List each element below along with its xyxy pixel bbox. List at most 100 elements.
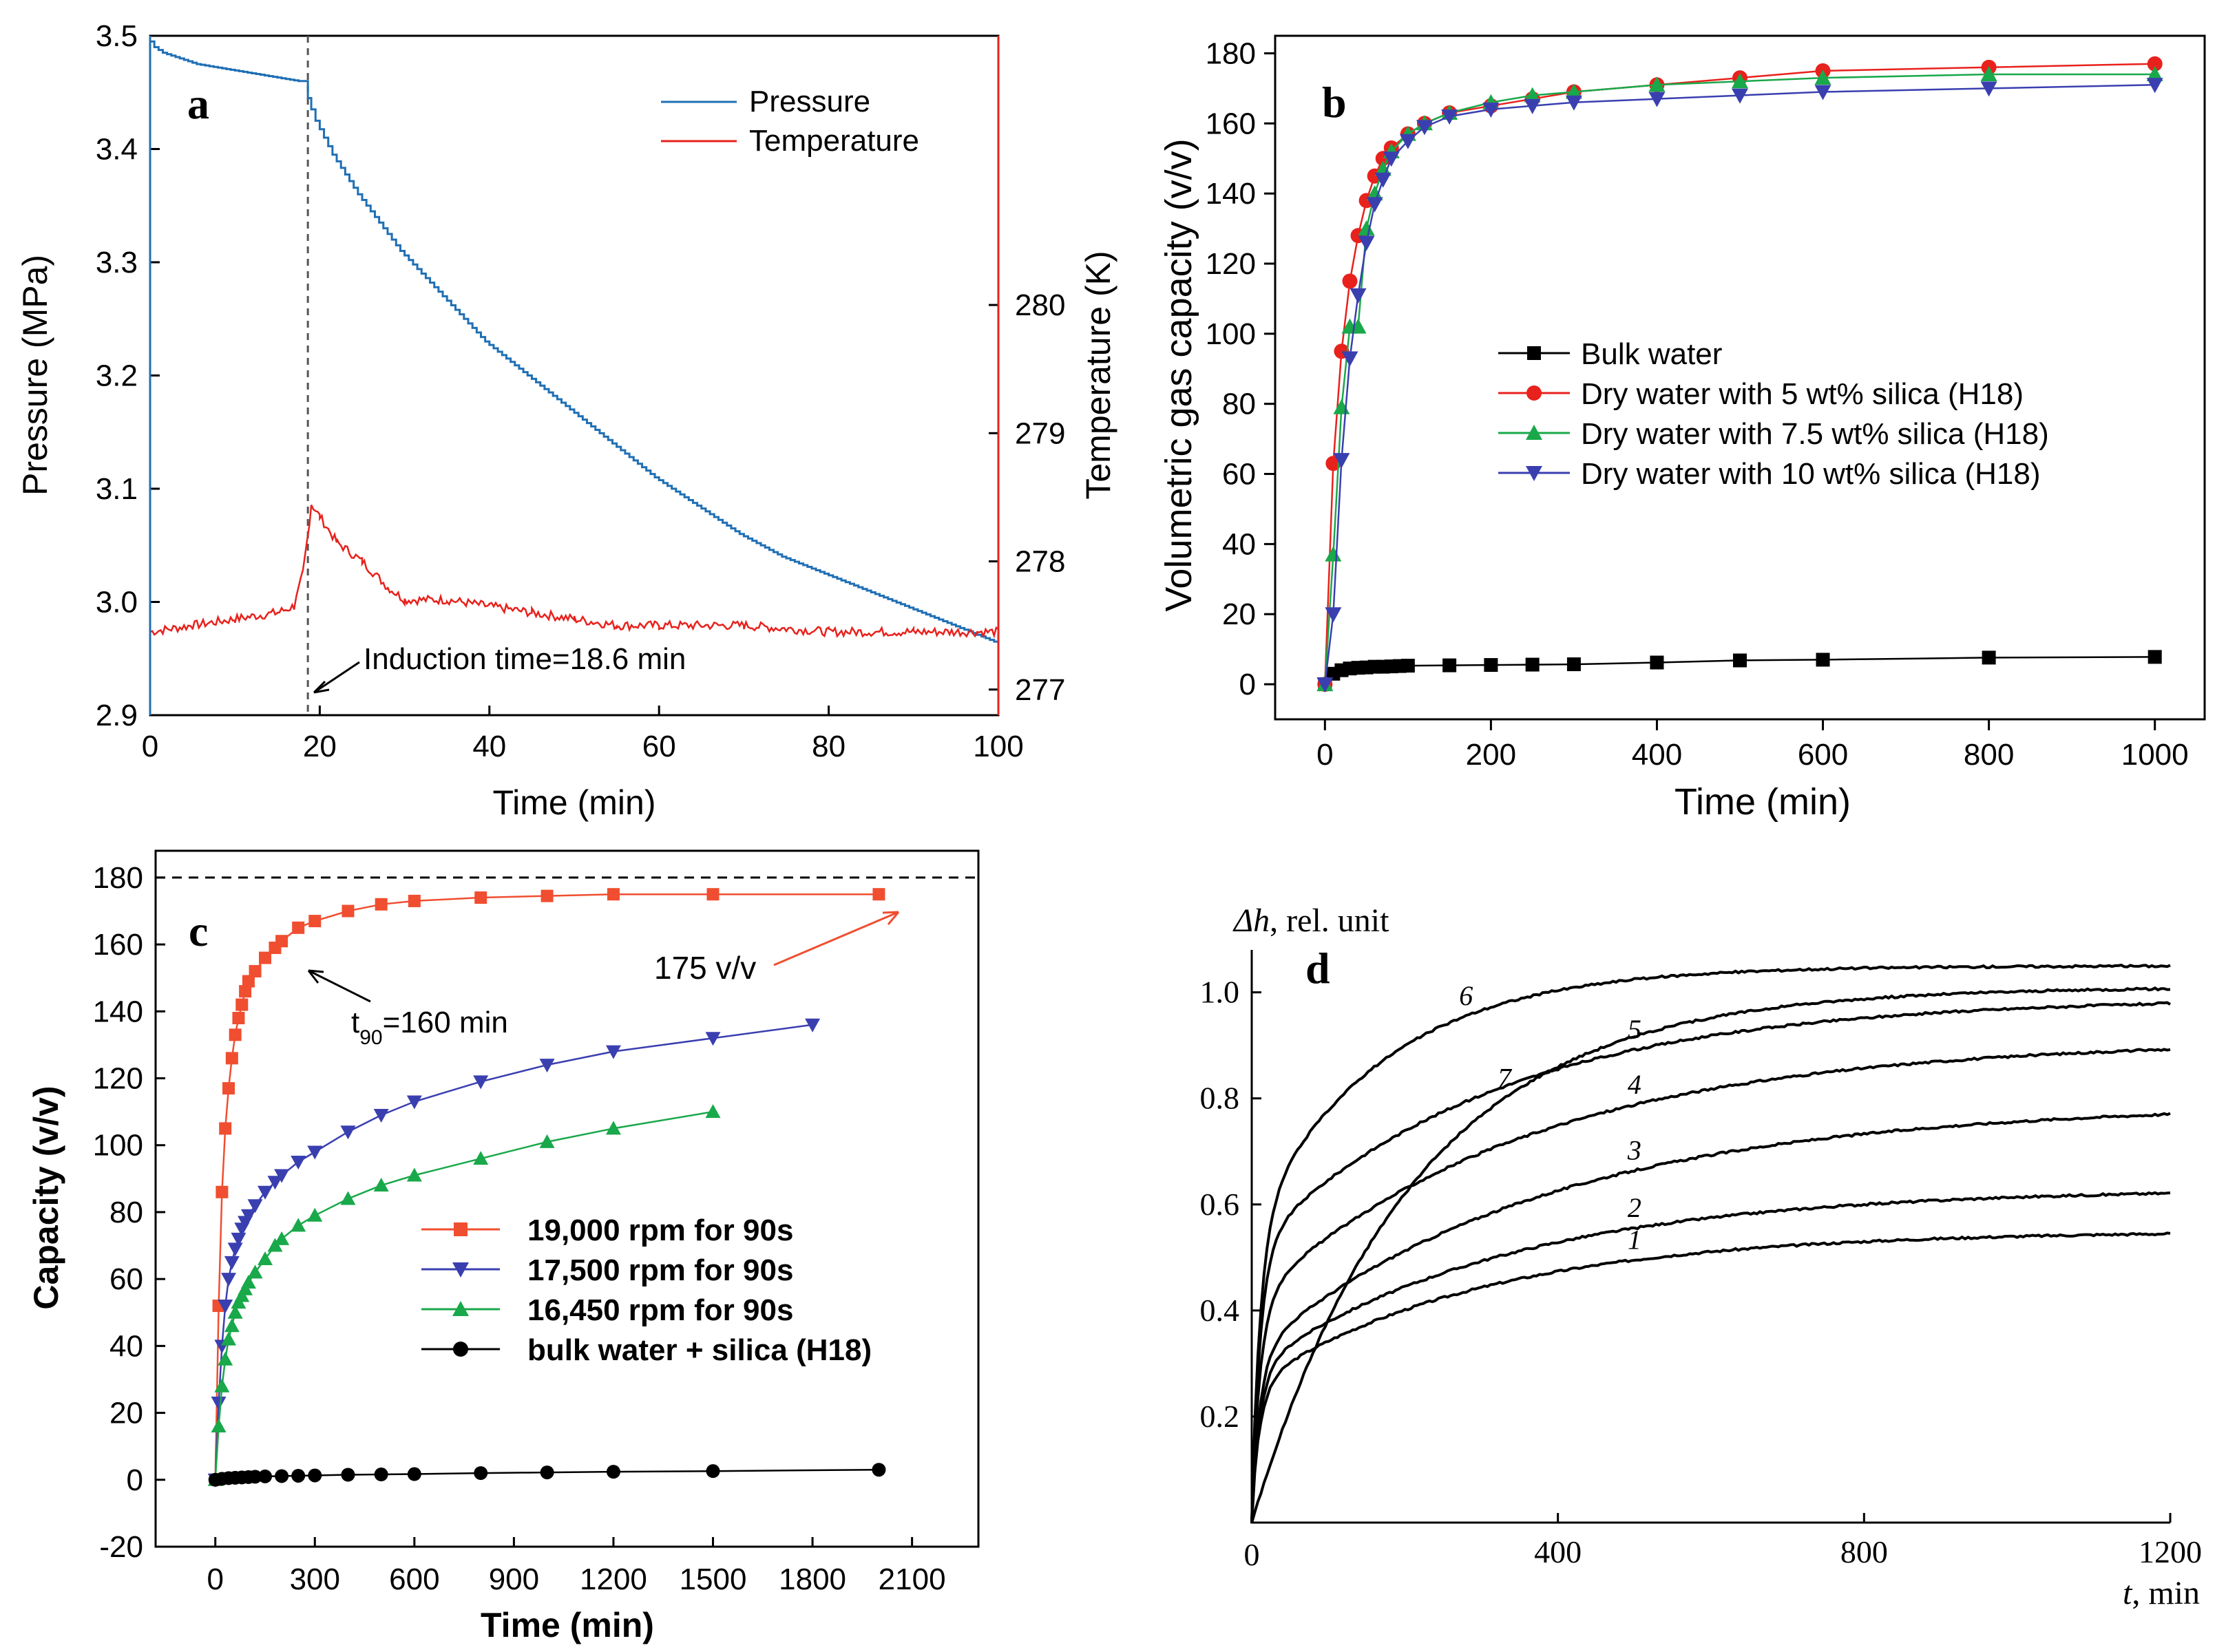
data-point-19-000-rpm-for-90s	[216, 1185, 229, 1198]
induction-time-annotation: Induction time=18.6 min	[364, 642, 686, 676]
data-point-dry-water-with-7-5-wt-silica-h18	[1333, 399, 1350, 414]
panel-b-x-axis-label: Time (min)	[1674, 781, 1851, 823]
panel-a-y2-tick-label: 280	[1015, 288, 1065, 322]
panel-a-y-tick-label: 3.4	[96, 133, 138, 167]
curve-4	[1250, 1048, 2171, 1524]
data-point-16-450-rpm-for-90s	[218, 1351, 233, 1366]
data-point-16-450-rpm-for-90s	[605, 1121, 621, 1135]
legend-marker-bulk-water-silica-h18	[453, 1342, 468, 1357]
data-point-17-500-rpm-for-90s	[406, 1095, 422, 1110]
data-point-17-500-rpm-for-90s	[221, 1273, 237, 1287]
data-point-19-000-rpm-for-90s	[242, 975, 255, 988]
data-point-dry-water-with-7-5-wt-silica-h18	[1524, 87, 1541, 103]
data-point-17-500-rpm-for-90s	[291, 1156, 306, 1170]
panel-d-x-tick-label: 1200	[2139, 1534, 2202, 1569]
panel-a-y2-axis-label: Temperature (K)	[1079, 251, 1117, 499]
panel-a-y-tick-label: 3.2	[96, 359, 138, 393]
data-point-16-450-rpm-for-90s	[539, 1134, 555, 1148]
panel-c-y-tick-label: -20	[99, 1530, 143, 1564]
data-point-bulk-water-silica-h18	[407, 1467, 421, 1481]
data-point-dry-water-with-7-5-wt-silica-h18	[1980, 66, 1997, 82]
panel-a-x-tick-label: 20	[303, 730, 337, 763]
panel-d-y-tick-label: 0.8	[1200, 1081, 1240, 1116]
data-point-19-000-rpm-for-90s	[474, 891, 487, 904]
data-point-bulk-water	[2148, 650, 2162, 664]
data-point-bulk-water-silica-h18	[275, 1469, 289, 1483]
data-point-16-450-rpm-for-90s	[705, 1104, 721, 1119]
data-point-dry-water-with-7-5-wt-silica-h18	[1366, 185, 1383, 201]
data-point-17-500-rpm-for-90s	[274, 1169, 290, 1183]
panel-c-y-tick-label: 160	[93, 928, 143, 962]
t90-label-rest: =160 min	[383, 1006, 508, 1039]
panel-c-y-tick-label: 40	[109, 1329, 143, 1363]
data-point-17-500-rpm-for-90s	[340, 1125, 356, 1140]
panel-b-y-tick-label: 160	[1206, 107, 1256, 140]
data-point-16-450-rpm-for-90s	[307, 1207, 323, 1222]
data-point-17-500-rpm-for-90s	[227, 1242, 243, 1257]
panel-c-y-tick-label: 140	[93, 995, 143, 1028]
data-point-bulk-water-silica-h18	[291, 1468, 306, 1483]
data-point-19-000-rpm-for-90s	[342, 904, 355, 918]
legend-label-dry-water-with-5-wt-silica-h18: Dry water with 5 wt% silica (H18)	[1581, 377, 2024, 411]
panel-a-x-tick-label: 80	[812, 730, 846, 763]
curve-label-4: 4	[1628, 1069, 1641, 1100]
panel-d-x-axis-label: t, min	[2123, 1575, 2200, 1611]
legend-marker-dry-water-with-7-5-wt-silica-h18	[1526, 425, 1542, 440]
curve-label-3: 3	[1627, 1135, 1641, 1166]
data-point-16-450-rpm-for-90s	[473, 1151, 489, 1165]
panel-a-y-tick-label: 3.1	[96, 472, 138, 506]
data-point-19-000-rpm-for-90s	[607, 888, 620, 901]
legend-label-19-000-rpm-for-90s: 19,000 rpm for 90s	[527, 1214, 793, 1247]
curve-label-5: 5	[1628, 1014, 1641, 1045]
series-line-dry-water-with-10-wt-silica-h18	[1324, 84, 2155, 685]
data-point-dry-water-with-10-wt-silica-h18	[1383, 151, 1400, 167]
data-point-19-000-rpm-for-90s	[225, 1052, 238, 1065]
panel-d-origin-label: 0	[1244, 1537, 1260, 1572]
panel-a-y-tick-label: 2.9	[96, 699, 138, 732]
curve-label-2: 2	[1628, 1192, 1641, 1223]
legend-marker-19-000-rpm-for-90s	[454, 1222, 468, 1236]
data-point-16-450-rpm-for-90s	[406, 1167, 422, 1182]
data-point-19-000-rpm-for-90s	[219, 1122, 232, 1135]
panel-b-x-tick-label: 400	[1632, 738, 1682, 772]
induction-time-arrow	[313, 661, 360, 694]
data-point-dry-water-with-7-5-wt-silica-h18	[1648, 76, 1666, 92]
data-point-16-450-rpm-for-90s	[227, 1304, 243, 1319]
data-point-17-500-rpm-for-90s	[247, 1199, 263, 1214]
data-point-19-000-rpm-for-90s	[275, 935, 288, 948]
panel-d-y-axis-label: Δh, rel. unit	[1232, 902, 1389, 939]
legend-marker-bulk-water	[1527, 346, 1541, 360]
data-point-dry-water-with-10-wt-silica-h18	[1316, 677, 1334, 693]
delta-h-symbol: Δh	[1232, 902, 1270, 939]
data-point-dry-water-with-7-5-wt-silica-h18	[1565, 83, 1582, 99]
series-line-temperature	[149, 505, 999, 639]
data-point-dry-water-with-10-wt-silica-h18	[1524, 98, 1541, 114]
data-point-bulk-water	[1816, 653, 1830, 667]
series-line-17-500-rpm-for-90s	[214, 1024, 813, 1480]
data-point-17-500-rpm-for-90s	[705, 1032, 721, 1046]
data-point-dry-water-with-7-5-wt-silica-h18	[2146, 66, 2163, 82]
panel-c-y-tick-label: 60	[109, 1262, 143, 1296]
data-point-bulk-water	[1525, 657, 1540, 672]
t90-label-t: t	[351, 1006, 359, 1039]
data-point-19-000-rpm-for-90s	[872, 888, 885, 901]
data-point-17-500-rpm-for-90s	[539, 1059, 555, 1073]
data-point-bulk-water-silica-h18	[606, 1465, 620, 1479]
data-point-dry-water-with-5-wt-silica-h18	[2147, 56, 2163, 72]
panel-c-x-tick-label: 1800	[779, 1563, 846, 1596]
curve-5	[1250, 1001, 2171, 1523]
data-point-19-000-rpm-for-90s	[292, 921, 305, 934]
curve-3	[1250, 1112, 2171, 1523]
data-point-dry-water-with-7-5-wt-silica-h18	[1374, 160, 1392, 176]
legend-label-temperature: Temperature	[749, 124, 919, 158]
panel-b-y-tick-label: 180	[1206, 36, 1256, 70]
panel-a-y-tick-label: 3.5	[96, 19, 138, 53]
data-point-dry-water-with-10-wt-silica-h18	[1565, 95, 1582, 111]
panel-b-y-tick-label: 20	[1222, 597, 1256, 631]
data-point-bulk-water-silica-h18	[540, 1465, 554, 1480]
panel-a-x-axis-label: Time (min)	[492, 783, 655, 822]
panel-b-y-tick-label: 100	[1206, 317, 1256, 351]
panel-c-x-tick-label: 900	[489, 1563, 539, 1596]
data-point-dry-water-with-7-5-wt-silica-h18	[1732, 73, 1748, 89]
legend-label-16-450-rpm-for-90s: 16,450 rpm for 90s	[527, 1293, 793, 1327]
